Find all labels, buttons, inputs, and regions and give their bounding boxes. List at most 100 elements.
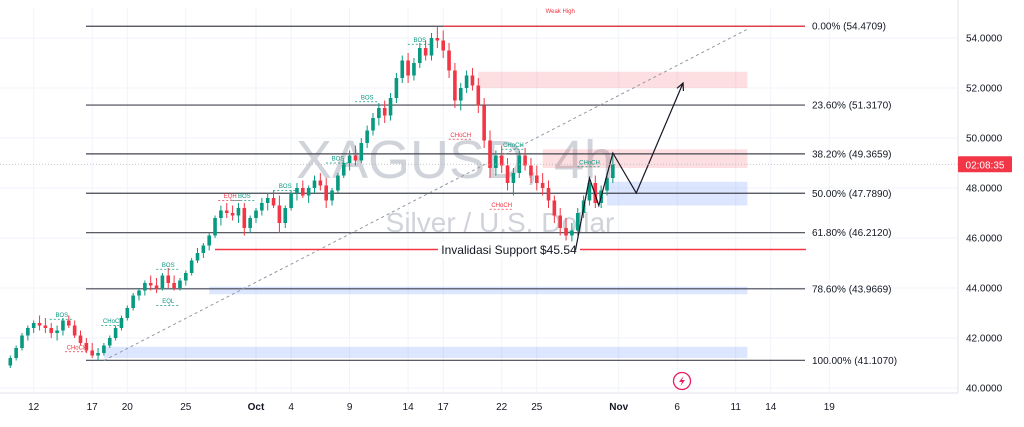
- candle-body: [377, 108, 381, 118]
- candle-body: [558, 215, 562, 228]
- price-tick-label: 50.0000: [966, 134, 1003, 145]
- trendline-layer: [103, 28, 748, 361]
- time-tick-label: 11: [731, 402, 742, 413]
- candle-body: [564, 228, 568, 236]
- annotation-choch: CHoCH: [491, 203, 512, 209]
- candle-body: [184, 273, 188, 281]
- candle-body: [511, 173, 516, 183]
- candle-body: [611, 164, 615, 178]
- candle-body: [277, 205, 282, 223]
- candle-body: [265, 198, 270, 203]
- candle-body: [605, 178, 609, 191]
- fib-label: 78.60% (43.9669): [812, 284, 892, 295]
- candle-body: [382, 108, 387, 116]
- candle-body: [26, 328, 30, 336]
- annotation-weak-high: Weak High: [546, 9, 575, 15]
- candle-body: [113, 328, 118, 338]
- watermark-subtitle: Silver / U.S. Dollar: [386, 207, 615, 238]
- time-tick-label: 19: [824, 402, 836, 413]
- annotation-bos: BOS: [238, 194, 251, 200]
- candle-body: [505, 165, 510, 183]
- time-tick-label: Nov: [609, 402, 628, 413]
- price-tick-label: 54.0000: [966, 34, 1003, 45]
- candle-body: [593, 183, 598, 203]
- candle-body: [20, 335, 24, 348]
- candle-body: [406, 60, 410, 76]
- flash-icon[interactable]: [672, 371, 692, 391]
- candle-body: [476, 85, 481, 106]
- candle-body: [336, 175, 340, 191]
- support-label: Invalidasi Support $45.54: [441, 243, 577, 257]
- candle-body: [178, 280, 182, 288]
- candle-body: [61, 320, 65, 331]
- candle-body: [540, 183, 545, 188]
- candle-body: [201, 245, 206, 253]
- candle-body: [418, 48, 422, 63]
- candle-body: [119, 318, 124, 328]
- candle-body: [453, 70, 457, 101]
- time-tick-label: 9: [347, 402, 353, 413]
- candle-body: [447, 50, 451, 71]
- demand-zone: [103, 346, 748, 358]
- candle-body: [131, 295, 135, 308]
- candle-body: [429, 38, 434, 56]
- annotation-bos: BOS: [279, 184, 292, 190]
- candle-body: [400, 60, 405, 78]
- candle-body: [242, 208, 247, 228]
- support-label-bg: [438, 241, 580, 258]
- annotation-bos: BOS: [332, 157, 345, 163]
- candle-body: [470, 75, 475, 86]
- candle-body: [254, 210, 258, 218]
- candle-body: [587, 183, 592, 201]
- candle-body: [371, 118, 375, 131]
- candle-body: [353, 155, 358, 161]
- time-tick-label: 25: [180, 402, 192, 413]
- candle-body: [195, 253, 200, 261]
- candle-body: [412, 63, 416, 76]
- time-tick-label: 14: [403, 402, 415, 413]
- time-tick-label: 6: [674, 402, 680, 413]
- candle-body: [306, 188, 311, 196]
- candle-body: [283, 208, 288, 223]
- current-price-layer: 02:08:35: [0, 156, 1012, 173]
- candle-body: [441, 40, 445, 51]
- support-layer: Invalidasi Support $45.54: [215, 241, 806, 258]
- candle-body: [423, 48, 428, 56]
- candle-body: [160, 275, 165, 288]
- candle-body: [312, 180, 317, 188]
- candle-body: [435, 38, 440, 41]
- candle-body: [189, 260, 194, 273]
- price-axis[interactable]: 54.0000 52.0000 50.0000 48.0000 46.0000 44.00…: [957, 0, 1003, 395]
- candle-body: [224, 210, 229, 213]
- fib-label: 100.00% (41.1070): [812, 356, 897, 367]
- fib-label: 38.20% (49.3659): [812, 149, 892, 160]
- candle-body: [464, 75, 469, 88]
- annotation-eqh: EQH: [224, 194, 237, 200]
- candle-body: [107, 338, 112, 346]
- candle-body: [172, 283, 176, 288]
- projection-layer: [574, 81, 685, 251]
- time-axis[interactable]: 12 17 20 25 Oct 4 9 14 17 22 25 Nov 6 11 14 19: [0, 392, 958, 413]
- countdown-label: 02:08:35: [966, 160, 1005, 171]
- price-tick-label: 48.0000: [966, 184, 1003, 195]
- fib-label: 23.60% (51.3170): [812, 101, 892, 112]
- grid-lines: [0, 8, 958, 393]
- candle-body: [43, 325, 48, 328]
- candle-body: [67, 320, 71, 326]
- candles: [8, 26, 615, 368]
- annotation-bos: BOS: [413, 38, 426, 44]
- time-tick-label: 25: [531, 402, 543, 413]
- candle-body: [143, 283, 147, 291]
- price-tick-label: 44.0000: [966, 284, 1003, 295]
- candle-body: [148, 283, 153, 286]
- price-tick-label: 40.0000: [966, 384, 1003, 395]
- candle-body: [535, 175, 539, 183]
- time-tick-label: 12: [28, 402, 40, 413]
- candle-body: [49, 328, 54, 333]
- time-tick-label: 4: [288, 402, 294, 413]
- candle-body: [31, 323, 36, 328]
- candle-body: [324, 185, 328, 201]
- candle-body: [213, 218, 217, 236]
- candle-body: [137, 290, 141, 296]
